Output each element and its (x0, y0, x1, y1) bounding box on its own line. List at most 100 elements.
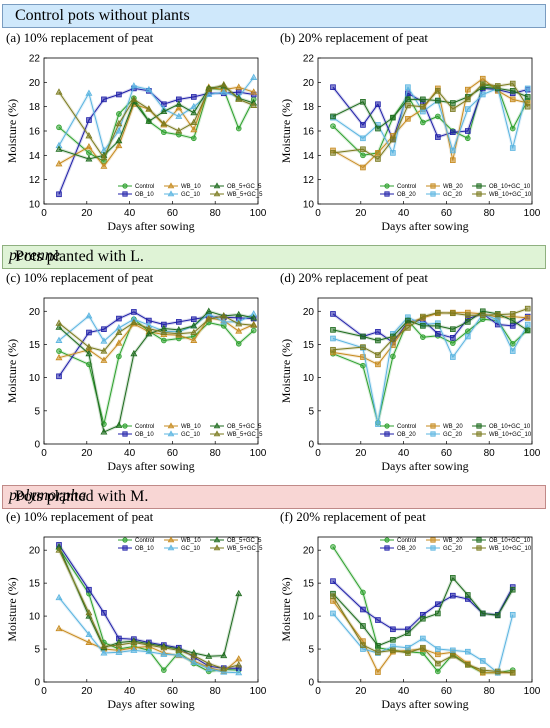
data-point (160, 107, 168, 115)
legend-marker (213, 536, 221, 543)
data-point (220, 668, 228, 675)
data-point (190, 125, 198, 133)
data-point (450, 147, 456, 154)
data-point (101, 326, 107, 332)
data-point (330, 123, 336, 129)
legend-label: OB_5+GC_5 (227, 184, 262, 190)
legend-marker (167, 544, 175, 551)
data-point (190, 658, 198, 665)
data-point (101, 609, 107, 616)
data-point (190, 102, 198, 110)
data-point (86, 586, 92, 593)
y-tick-label: 5 (308, 645, 314, 656)
data-point (360, 623, 366, 629)
data-point (190, 336, 198, 343)
plot-frame (317, 297, 533, 445)
data-point (85, 312, 93, 319)
data-point (464, 648, 471, 655)
data-point (390, 342, 396, 348)
data-point (405, 650, 411, 656)
data-point (116, 353, 122, 360)
data-point (55, 593, 63, 601)
data-point (160, 650, 168, 657)
x-axis-label: Days after sowing (107, 459, 194, 473)
data-point (509, 88, 516, 94)
chart-panel: (f) 20% replacement of peat 0 20 40 60 80 100 0… (279, 509, 541, 711)
data-point (435, 309, 441, 316)
legend-marker (476, 545, 482, 551)
data-point (235, 125, 242, 132)
data-point (435, 97, 441, 104)
legend-label: GC_10 (181, 546, 201, 552)
data-point (405, 84, 411, 91)
y-tick-label: 0 (308, 440, 314, 451)
data-point (85, 343, 93, 350)
data-point (115, 339, 123, 346)
data-point (235, 668, 243, 676)
y-tick-label: 15 (29, 340, 41, 351)
data-point (375, 617, 381, 623)
data-point (115, 127, 123, 134)
data-point (220, 80, 228, 88)
data-point (420, 635, 426, 642)
data-point (375, 125, 381, 132)
data-point (220, 664, 228, 672)
data-point (145, 647, 153, 655)
data-point (330, 610, 336, 617)
x-tick-label: 20 (81, 448, 93, 459)
data-point (360, 122, 366, 128)
y-tick-label: 12 (303, 175, 315, 186)
data-point (205, 85, 213, 93)
data-point (375, 352, 381, 358)
series-band (57, 86, 254, 195)
data-point (360, 589, 366, 596)
chart-panel: (b) 20% replacement of peat 0 20 40 60 80 100 1… (279, 30, 541, 233)
data-point (235, 340, 242, 347)
legend-label: Control (397, 424, 416, 430)
legend-label: OB_10 (135, 546, 154, 552)
data-point (494, 311, 501, 318)
legend-marker (122, 191, 128, 197)
data-point (450, 100, 456, 106)
data-point (145, 105, 153, 112)
data-point (250, 101, 258, 108)
legend-label: OB_20 (397, 432, 416, 438)
x-tick-label: 100 (524, 208, 541, 219)
data-point (161, 667, 167, 673)
data-point (55, 319, 63, 326)
x-tick-label: 0 (41, 448, 47, 459)
x-tick-label: 40 (124, 208, 136, 219)
legend-marker (167, 422, 175, 429)
y-tick-label: 5 (34, 645, 40, 656)
data-point (330, 113, 336, 120)
y-tick-label: 10 (29, 200, 41, 211)
x-tick-label: 20 (81, 686, 93, 697)
y-tick-label: 20 (29, 307, 41, 318)
data-point (100, 337, 108, 344)
data-point (116, 315, 122, 322)
data-point (464, 106, 471, 112)
data-point (524, 305, 531, 312)
data-point (175, 127, 183, 134)
data-point (420, 96, 426, 103)
data-point (450, 652, 456, 659)
data-point (524, 94, 531, 100)
data-point (435, 323, 441, 329)
section-title-text: Control pots without plants (15, 7, 190, 24)
data-point (509, 317, 516, 324)
data-point (55, 624, 63, 632)
data-point (524, 85, 531, 92)
data-point (464, 328, 471, 334)
y-tick-label: 20 (29, 78, 41, 89)
data-point (330, 84, 336, 91)
legend-label: OB_5+GC_5 (227, 424, 262, 430)
data-point (205, 315, 213, 322)
data-point (464, 662, 471, 668)
y-tick-label: 10 (303, 200, 315, 211)
data-point (250, 321, 258, 328)
data-point (464, 319, 471, 325)
x-tick-label: 20 (355, 208, 367, 219)
data-point (330, 578, 336, 584)
legend-label: WB_20 (443, 538, 463, 544)
data-point (390, 336, 396, 342)
